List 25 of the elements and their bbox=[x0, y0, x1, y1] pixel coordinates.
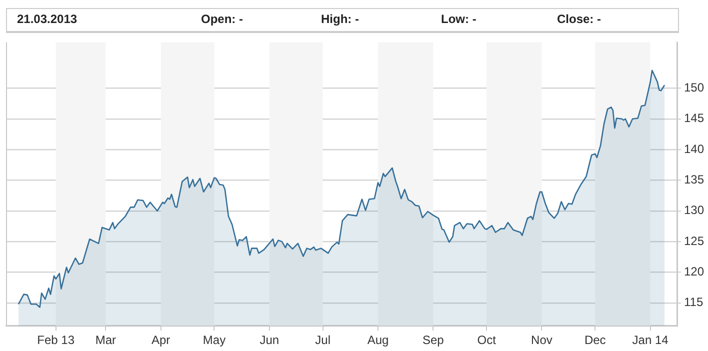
x-tick-label: Jan 14 bbox=[632, 333, 669, 348]
text: 21.03.2013 bbox=[17, 12, 78, 26]
y-tick-label: 145 bbox=[684, 111, 704, 126]
text: High: - bbox=[321, 12, 359, 26]
y-tick-label: 120 bbox=[684, 264, 704, 279]
x-tick-label: Sep bbox=[422, 333, 444, 348]
y-tick-label: 135 bbox=[684, 172, 704, 187]
y-tick-label: 125 bbox=[684, 234, 704, 248]
text: Low: - bbox=[441, 12, 476, 26]
x-tick-label: Mar bbox=[95, 333, 116, 348]
x-tick-label: Aug bbox=[367, 333, 389, 348]
x-tick-label: Feb 13 bbox=[37, 333, 75, 348]
y-tick-label: 150 bbox=[684, 80, 704, 95]
x-tick-label: Apr bbox=[152, 333, 170, 348]
y-tick-label: 130 bbox=[684, 203, 704, 218]
y-tick-label: 115 bbox=[684, 295, 704, 310]
text: Close: - bbox=[557, 12, 602, 26]
x-tick-label: Oct bbox=[477, 333, 497, 348]
y-tick-label: 140 bbox=[684, 142, 704, 156]
text: Open: - bbox=[201, 12, 243, 26]
x-tick-label: Jun bbox=[260, 333, 280, 348]
x-tick-label: Nov bbox=[531, 333, 552, 348]
x-tick-label: Jul bbox=[315, 333, 330, 348]
x-tick-label: May bbox=[202, 333, 226, 348]
x-tick-label: Dec bbox=[584, 333, 606, 348]
